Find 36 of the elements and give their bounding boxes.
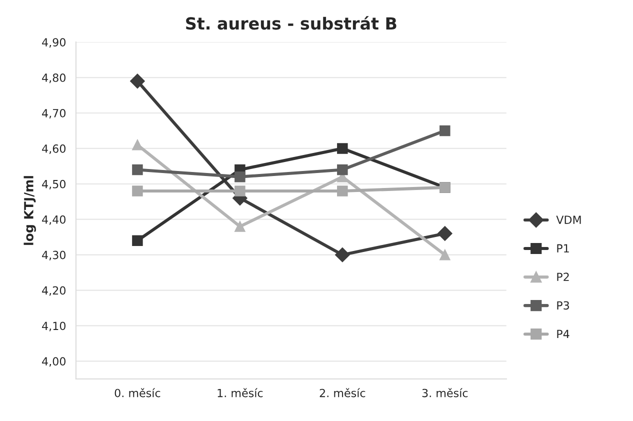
point <box>234 186 246 196</box>
point <box>440 249 450 260</box>
y-tick-label: 4,00 <box>42 357 66 367</box>
legend-label: P2 <box>557 272 569 281</box>
point <box>132 140 143 150</box>
x-tick-label: 2. měsíc <box>320 388 366 398</box>
y-tick-label: 4,20 <box>42 286 66 296</box>
point <box>132 164 143 176</box>
point <box>438 226 452 241</box>
point <box>337 143 348 154</box>
x-tick-label: 1. měsíc <box>218 388 263 398</box>
point <box>132 186 143 196</box>
point <box>337 164 348 176</box>
y-tick-label: 4,50 <box>42 180 66 190</box>
y-tick-label: 4,30 <box>42 250 66 260</box>
y-tick-label: 4,60 <box>42 144 66 154</box>
point <box>132 235 143 246</box>
y-tick-label: 4,40 <box>42 215 66 225</box>
point <box>337 186 348 196</box>
point <box>234 171 246 182</box>
point <box>440 125 450 136</box>
y-axis-title: log KTJ/ml <box>24 176 36 245</box>
legend-label: P3 <box>557 301 569 310</box>
point <box>234 221 246 232</box>
y-tick-label: 4,10 <box>42 322 66 332</box>
legend-label: VDM <box>556 216 581 224</box>
point <box>335 247 350 262</box>
chart-title: St. aureus - substrát B <box>186 16 396 30</box>
x-tick-label: 3. měsíc <box>422 388 468 398</box>
y-tick-label: 4,80 <box>42 74 66 84</box>
point <box>130 74 145 88</box>
legend-label: P4 <box>557 330 570 338</box>
y-tick-label: 4,70 <box>42 108 66 119</box>
x-tick-label: 0. měsíc <box>114 388 160 398</box>
legend-label: P1 <box>557 244 569 252</box>
y-tick-label: 4,90 <box>42 38 66 48</box>
